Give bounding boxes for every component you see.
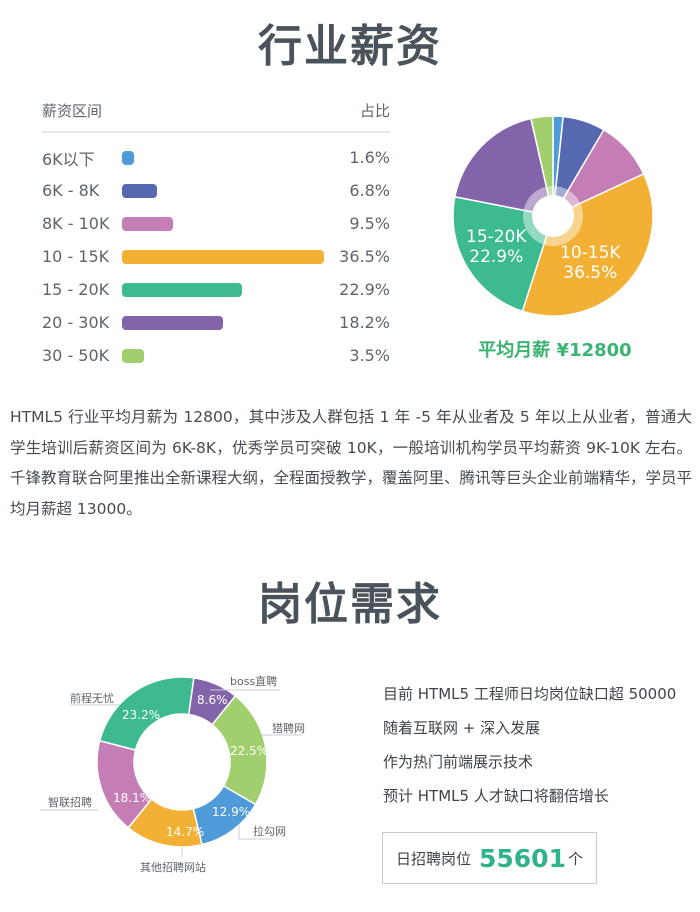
donut-segment-pct: 8.6% [197, 693, 228, 707]
section-title-demand: 岗位需求 [258, 579, 442, 630]
donut-segment-pct: 22.5% [230, 744, 269, 758]
pie-label-range: 10-15K [560, 243, 621, 263]
salary-range-label: 6K - 8K [42, 181, 100, 200]
donut-legend-label: 其他招聘网站 [140, 861, 206, 874]
recruiting-sites-donut-chart: boss直聘 8.6% 猎聘网 22.5% 拉勾网 12.9% 其他招聘网站 14.7% 智联招… [40, 665, 310, 880]
salary-range-label: 15 - 20K [42, 280, 110, 299]
salary-bar [122, 315, 223, 330]
daily-jobs-label: 日招聘岗位 [395, 849, 471, 868]
salary-bar [122, 348, 144, 363]
salary-bar [122, 216, 173, 231]
salary-row: 6K - 8K 6.8% [42, 174, 390, 207]
donut-legend-label: boss直聘 [230, 675, 278, 688]
pie-slice [452, 195, 554, 313]
pie-label-15-20k: 15-20K 22.9% [466, 227, 527, 267]
salary-row: 20 - 30K 18.2% [42, 306, 390, 339]
donut-segment-pct: 14.7% [166, 825, 205, 839]
salary-range-label: 10 - 15K [42, 247, 110, 266]
pie-center-hole [532, 195, 574, 237]
leader-line [238, 825, 272, 840]
salary-pct-value: 18.2% [339, 313, 390, 332]
donut-legend-label: 智联招聘 [48, 796, 92, 809]
donut-segment-pct: 23.2% [122, 708, 161, 722]
salary-row: 30 - 50K 3.5% [42, 339, 390, 372]
daily-jobs-count: 55601 [479, 843, 566, 873]
pie-label-pct: 36.5% [563, 263, 618, 283]
salary-bar [122, 282, 242, 297]
salary-bar-track [122, 150, 330, 165]
salary-pie-chart: 10-15K 36.5% 15-20K 22.9% [452, 115, 654, 317]
salary-bar-track [122, 183, 330, 198]
demand-line: 作为热门前端展示技术 [383, 753, 534, 771]
demand-line: 预计 HTML5 人才缺口将翻倍增长 [383, 787, 609, 805]
salary-range-label: 6K以下 [42, 149, 95, 169]
salary-range-label: 8K - 10K [42, 214, 110, 233]
salary-pct-value: 6.8% [349, 181, 390, 200]
salary-row: 8K - 10K 9.5% [42, 207, 390, 240]
salary-pct-value: 3.5% [349, 346, 390, 365]
daily-jobs-box: 日招聘岗位 55601 个 [382, 832, 597, 884]
salary-bar-track [122, 216, 330, 231]
salary-row: 6K以下 1.6% [42, 141, 390, 174]
salary-bar [122, 150, 134, 165]
salary-row: 15 - 20K 22.9% [42, 273, 390, 306]
donut-legend-label: 猎聘网 [272, 722, 305, 735]
demand-list: 目前 HTML5 工程师日均岗位缺口超 50000 随着互联网 + 深入发展 作… [383, 682, 676, 818]
salary-bar-track [122, 249, 330, 264]
donut-legend-label: 前程无忧 [70, 692, 114, 705]
salary-row: 10 - 15K 36.5% [42, 240, 390, 273]
pie-slice [453, 117, 554, 217]
salary-pct-value: 9.5% [349, 214, 390, 233]
salary-bar [122, 249, 324, 264]
pie-label-10-15k: 10-15K 36.5% [560, 243, 621, 283]
donut-legend-label: 拉勾网 [253, 825, 286, 838]
header-range: 薪资区间 [42, 102, 103, 120]
salary-pct-value: 36.5% [339, 247, 390, 266]
pie-slice [530, 115, 554, 217]
salary-pct-value: 1.6% [349, 148, 390, 167]
salary-range-label: 20 - 30K [42, 313, 110, 332]
pie-label-range: 15-20K [466, 227, 527, 247]
demand-line: 目前 HTML5 工程师日均岗位缺口超 50000 [383, 685, 677, 703]
daily-jobs-unit: 个 [567, 849, 583, 868]
salary-bar-track [122, 348, 330, 363]
donut-svg [40, 676, 302, 857]
salary-range-label: 30 - 50K [42, 346, 110, 365]
salary-description: HTML5 行业平均月薪为 12800，其中涉及人群包括 1 年 -5 年从业者… [10, 408, 693, 518]
salary-table-header: 薪资区间 占比 [42, 100, 390, 133]
pie-slice [521, 172, 654, 317]
salary-bar-track [122, 282, 330, 297]
salary-pie-svg [452, 115, 654, 317]
donut-segment-pct: 18.1% [113, 791, 152, 805]
salary-pct-value: 22.9% [339, 280, 390, 299]
demand-line: 随着互联网 + 深入发展 [383, 719, 541, 737]
donut-segment-pct: 12.9% [212, 805, 251, 819]
salary-range-table: 薪资区间 占比 6K以下 1.6% 6K - 8K 6.8% 8K - 10K 9.5% 1… [42, 100, 390, 372]
section-title-salary: 行业薪资 [258, 21, 442, 72]
salary-bar [122, 183, 157, 198]
salary-bar-track [122, 315, 330, 330]
average-salary: 平均月薪 ¥12800 [478, 340, 632, 361]
pie-label-pct: 22.9% [469, 247, 524, 267]
header-pct: 占比 [359, 102, 390, 120]
donut-segment [98, 676, 195, 751]
